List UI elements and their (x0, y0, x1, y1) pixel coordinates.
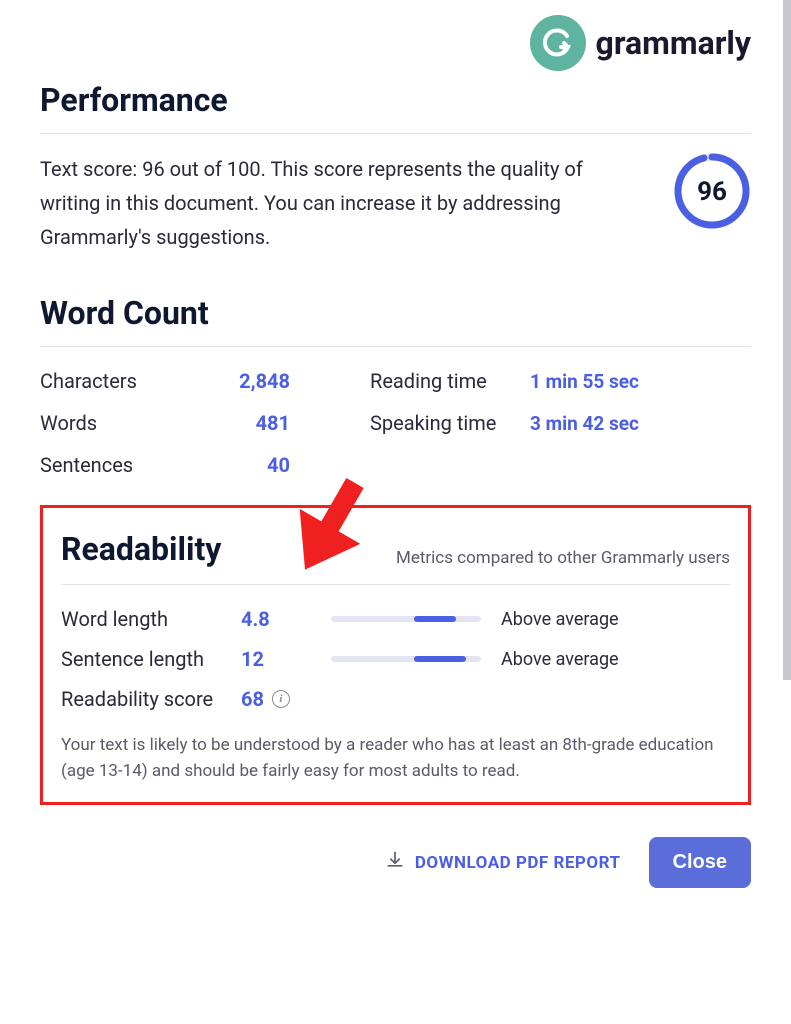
reading-label: Reading time (370, 369, 530, 393)
download-icon (385, 850, 405, 875)
sentence-length-bar (331, 656, 481, 662)
download-pdf-button[interactable]: DOWNLOAD PDF REPORT (385, 850, 621, 875)
readability-score-value: 68 (241, 687, 264, 711)
sentences-value: 40 (190, 453, 290, 477)
characters-value: 2,848 (190, 369, 290, 393)
brand-logo: grammarly (530, 15, 751, 71)
wordcount-title: Word Count (40, 294, 751, 347)
score-ring: 96 (673, 152, 751, 230)
speaking-value: 3 min 42 sec (530, 412, 670, 435)
scrollbar[interactable] (783, 0, 791, 680)
sentences-label: Sentences (40, 453, 190, 477)
sentence-length-label: Sentence length (61, 647, 241, 671)
word-length-label: Word length (61, 607, 241, 631)
sentence-length-value: 12 (241, 647, 301, 671)
word-length-rating: Above average (481, 609, 730, 630)
score-number: 96 (697, 177, 727, 207)
reading-value: 1 min 55 sec (530, 370, 670, 393)
readability-description: Your text is likely to be understood by … (61, 733, 730, 784)
speaking-label: Speaking time (370, 411, 530, 435)
wordcount-grid: Characters 2,848 Reading time 1 min 55 s… (40, 369, 751, 477)
grammarly-logo-icon (530, 15, 586, 71)
characters-label: Characters (40, 369, 190, 393)
sentence-length-rating: Above average (481, 649, 730, 670)
readability-title: Readability (61, 530, 221, 568)
download-label: DOWNLOAD PDF REPORT (415, 853, 621, 873)
performance-description: Text score: 96 out of 100. This score re… (40, 152, 643, 254)
words-value: 481 (190, 411, 290, 435)
close-button[interactable]: Close (649, 837, 751, 888)
readability-section-highlighted: Readability Metrics compared to other Gr… (40, 505, 751, 805)
performance-title: Performance (40, 81, 751, 134)
brand-name: grammarly (596, 24, 751, 62)
readability-subtitle: Metrics compared to other Grammarly user… (396, 548, 730, 568)
words-label: Words (40, 411, 190, 435)
word-length-bar (331, 616, 481, 622)
readability-score-label: Readability score (61, 687, 241, 711)
info-icon[interactable]: i (272, 690, 290, 708)
word-length-value: 4.8 (241, 607, 301, 631)
